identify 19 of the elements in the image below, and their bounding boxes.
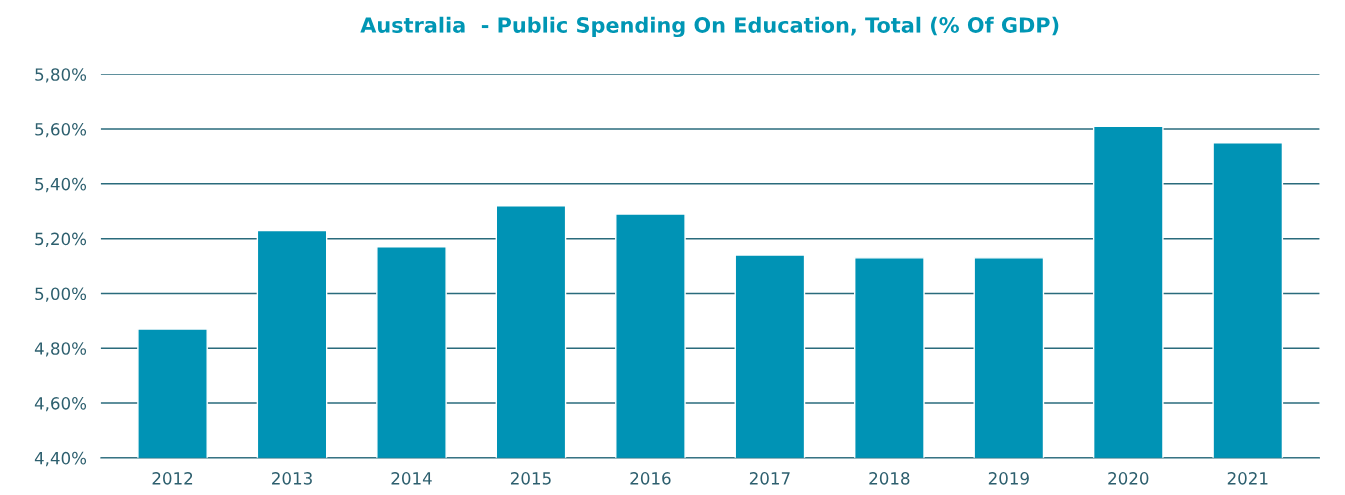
x-tick-label: 2015 <box>510 472 551 485</box>
x-tick-label: 2018 <box>869 472 910 485</box>
y-tick-label: 4,80% <box>34 342 87 357</box>
y-tick-label: 4,60% <box>34 397 87 412</box>
x-tick-label: 2020 <box>1108 472 1149 485</box>
x-tick-label: 2014 <box>391 472 432 485</box>
x-tick-label: 2017 <box>749 472 790 485</box>
y-tick-label: 5,40% <box>35 177 87 193</box>
x-tick-label: 2013 <box>272 472 312 485</box>
x-tick-label: 2019 <box>988 472 1029 485</box>
y-tick-label: 5,80% <box>35 68 87 83</box>
y-tick-label: 5,60% <box>35 123 87 138</box>
y-tick-label: 5,20% <box>35 232 87 247</box>
x-tick-label: 2021 <box>1227 472 1268 485</box>
x-tick-label: 2012 <box>152 472 193 485</box>
chart-title: Australia - Public Spending On Education, Total (% Of GDP) <box>360 16 1059 38</box>
x-tick-label: 2016 <box>630 472 671 485</box>
y-tick-label: 5,00% <box>35 287 87 302</box>
y-tick-label: 4,40% <box>34 451 87 467</box>
